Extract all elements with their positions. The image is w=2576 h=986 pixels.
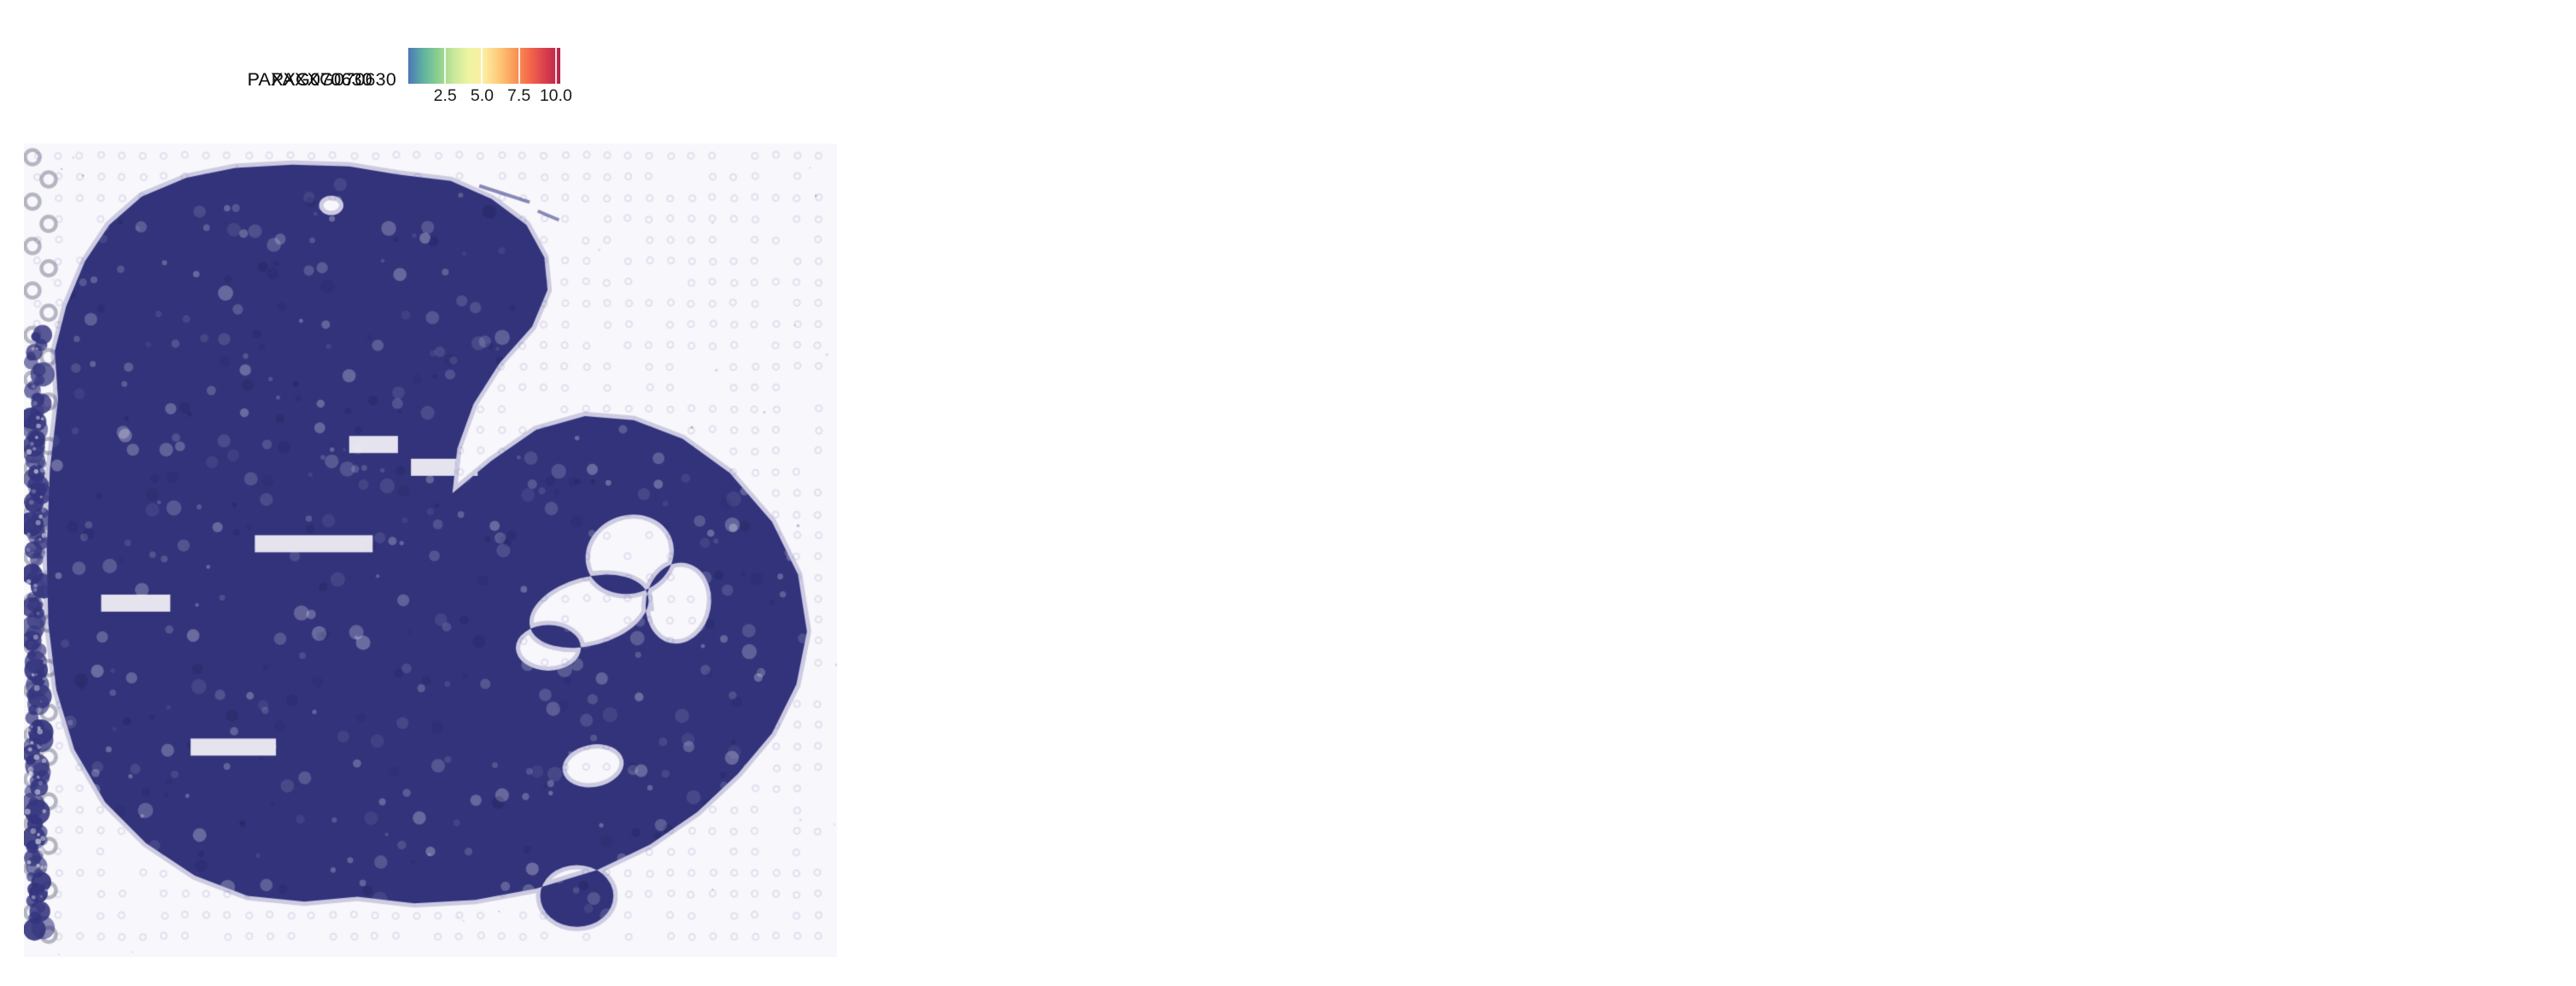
colorbar-tick-label: 2.5 (433, 86, 457, 105)
colorbar (384, 48, 536, 84)
colorbar-gradient (408, 48, 560, 84)
spatial-plot-canvas-3 (0, 144, 813, 957)
colorbar-tick-labels: 2.5 5.0 7.5 10.0 (408, 86, 572, 109)
colorbar-tick-labels (384, 86, 536, 109)
colorbar-tick-mark (444, 48, 447, 84)
gene-label: PAXXG070630 (247, 69, 372, 90)
legend-2: PAXXG070630 (0, 0, 813, 144)
spatial-panel-3: PAXXG070630 (0, 0, 813, 986)
legend-1: PAXXG070630 2.5 5.0 7.5 10.0 (24, 0, 837, 144)
colorbar (408, 48, 560, 84)
colorbar-tick-label: 5.0 (470, 86, 494, 105)
colorbar-tick-label: 10.0 (539, 86, 572, 105)
colorbar-tick-mark (481, 48, 483, 84)
colorbar-tick-mark (554, 48, 557, 84)
gene-label: PAXXG070630 (247, 69, 372, 90)
colorbar-tick-label: 7.5 (507, 86, 531, 105)
legend-3: PAXXG070630 (0, 0, 813, 144)
colorbar-tick-mark (518, 48, 520, 84)
colorbar-gradient (384, 48, 536, 84)
gene-label: PAXXG070630 (271, 69, 396, 90)
